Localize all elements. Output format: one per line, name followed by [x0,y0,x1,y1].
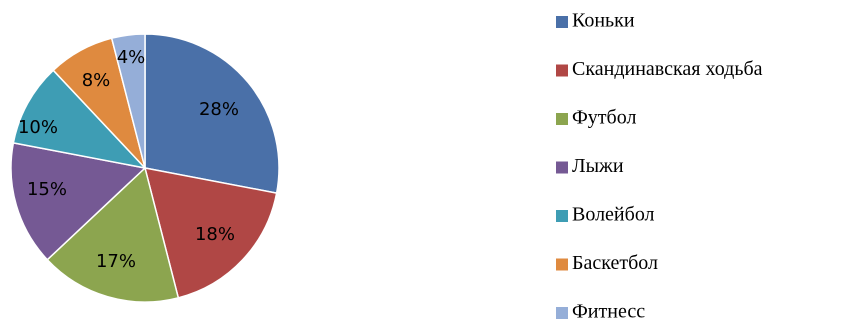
legend-label-2: Скандинавская ходьба [572,58,763,80]
legend-label-1: Коньки [572,10,635,32]
pie-slice-3 [46,166,180,303]
pie-slice-2 [143,167,278,299]
legend: Коньки Скандинавская ходьба Футбол Лыжи Воле… [556,10,763,323]
data-label-3: 17% [96,251,136,272]
data-label-4: 15% [27,179,67,200]
data-label-7: 4% [117,47,146,68]
legend-swatch-4 [556,161,568,174]
legend-swatch-2 [556,64,568,77]
legend-label-6: Баскетбол [572,252,658,274]
data-label-5: 10% [18,117,58,138]
pie-slice-5 [12,69,148,170]
pie-slices [10,33,280,303]
data-label-6: 8% [82,70,111,91]
legend-swatch-7 [556,307,568,319]
pie-data-labels: 28% 18% 17% 15% 10% 8% 4% [18,47,239,272]
pie-slice-4 [10,142,147,261]
legend-label-4: Лыжи [572,155,624,177]
pie-slice-7 [110,33,146,169]
legend-swatch-3 [556,113,568,125]
legend-label-7: Фитнесс [572,301,645,323]
legend-swatch-5 [556,210,568,222]
legend-label-3: Футбол [572,107,636,129]
legend-label-5: Волейбол [572,204,655,226]
data-label-1: 28% [199,99,239,120]
pie-slice-1 [144,33,280,194]
legend-swatch-1 [556,16,568,28]
data-label-2: 18% [195,224,235,245]
legend-swatch-6 [556,258,568,271]
